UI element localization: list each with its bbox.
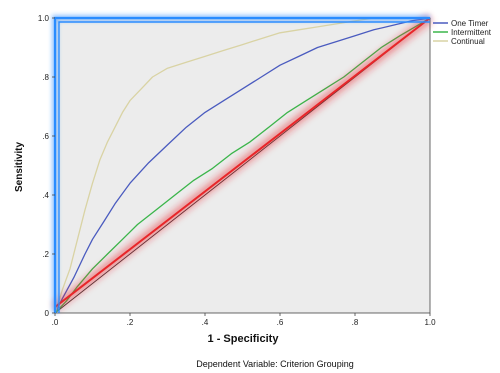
x-axis-title: 1 - Specificity (208, 333, 280, 345)
series-line-intermittent (54, 17, 431, 314)
x-tick-label: .4 (202, 318, 209, 327)
footnote: Dependent Variable: Criterion Grouping (196, 359, 353, 369)
y-tick-label: .8 (42, 73, 49, 82)
legend-label-intermittent: Intermittent (451, 28, 492, 37)
highlight-line (54, 17, 431, 308)
x-tick-label: 1.0 (424, 318, 436, 327)
y-tick-label: .4 (42, 191, 49, 200)
x-tick-label: .0 (52, 318, 59, 327)
y-tick-label: .2 (42, 250, 49, 259)
x-tick-label: .2 (127, 318, 134, 327)
x-tick-label: .8 (352, 318, 359, 327)
y-tick-label: 0 (45, 309, 50, 318)
y-tick-label: .6 (42, 132, 49, 141)
x-tick-label: .6 (277, 318, 284, 327)
series-line-continual (54, 17, 430, 314)
series-line-one-timer (54, 17, 431, 314)
frame-highlight-inner-edge (58, 21, 430, 313)
legend-label-continual: Continual (451, 37, 485, 46)
y-axis-title: Sensitivity (14, 142, 25, 192)
legend-label-one-timer: One Timer (451, 19, 489, 28)
y-tick-label: 1.0 (38, 14, 50, 23)
